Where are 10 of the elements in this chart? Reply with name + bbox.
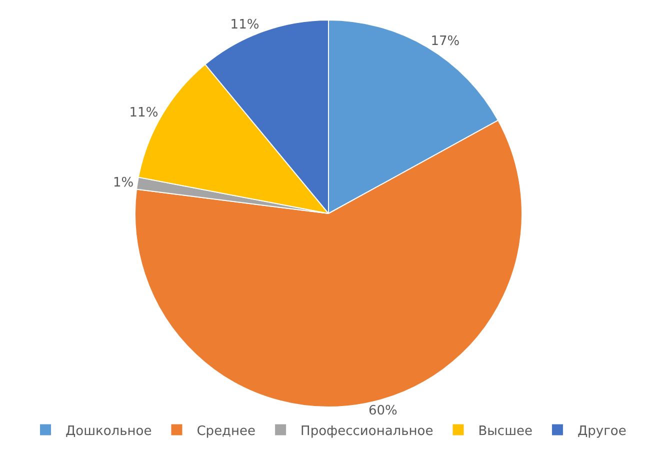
legend-label: Другое [577,424,626,439]
legend-label: Дошкольное [66,424,152,439]
legend-label: Высшее [478,424,532,439]
data-label: 60% [368,403,398,418]
legend-label: Среднее [196,424,256,439]
data-label: 1% [113,176,134,191]
data-label: 11% [129,106,158,121]
legend-label: Профессиональное [300,424,434,439]
data-label: 11% [230,17,260,32]
data-label: 17% [430,34,460,49]
